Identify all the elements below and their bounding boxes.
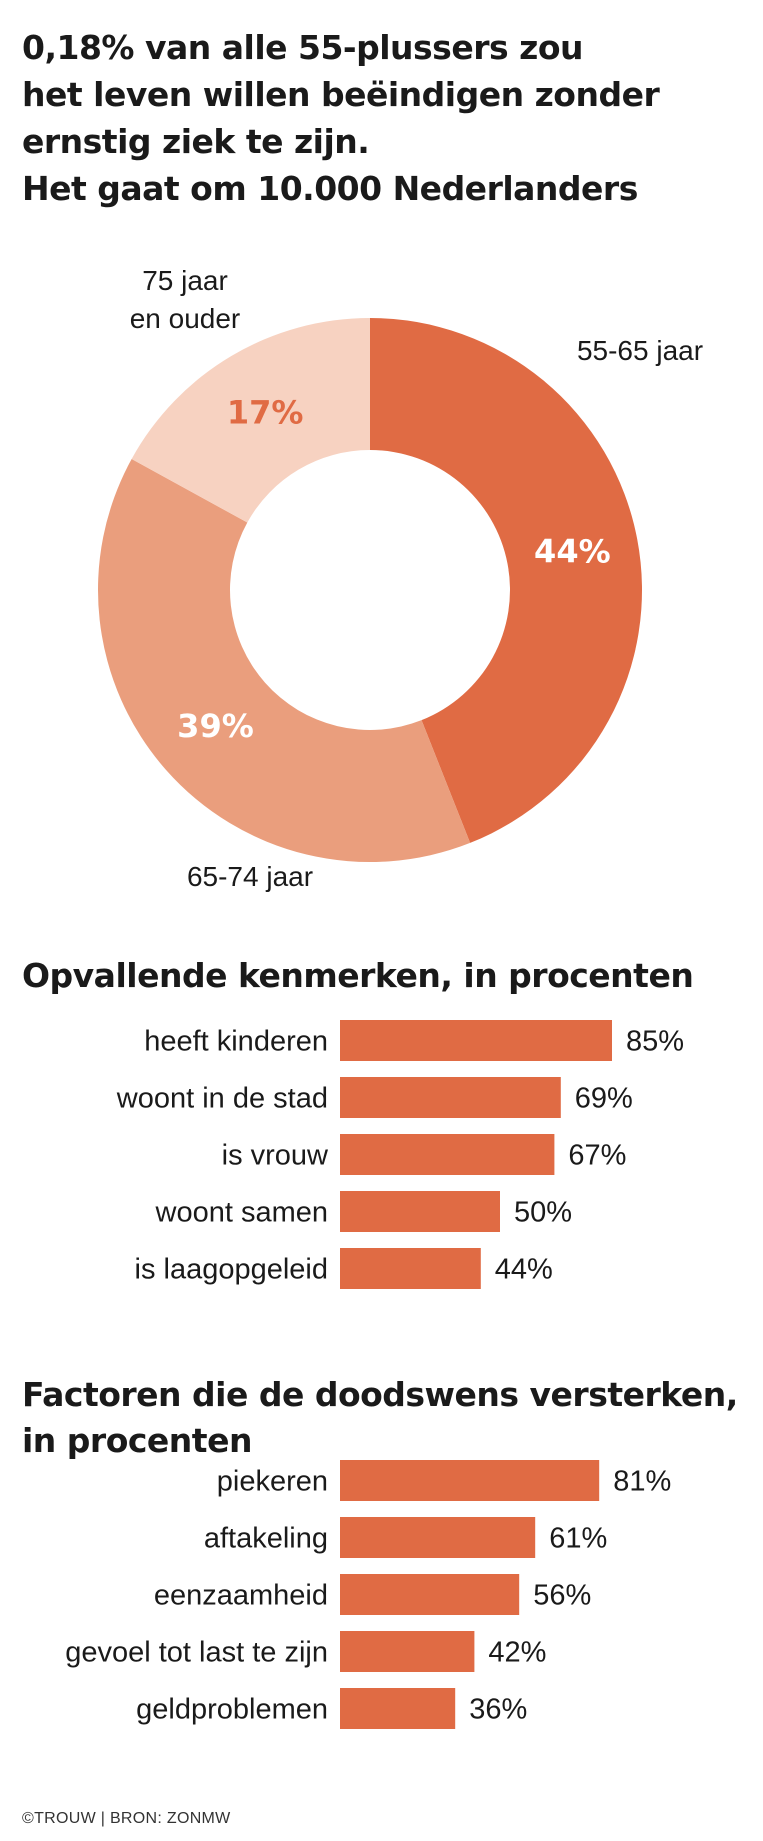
chart-title-line: Factoren die de doodswens versterken, <box>22 1375 738 1414</box>
bar-value-label: 85% <box>626 1026 684 1058</box>
donut-slice <box>131 318 370 523</box>
donut-value-label: 39% <box>177 707 254 745</box>
donut-slice <box>370 318 643 843</box>
bar-value-label: 69% <box>575 1083 633 1115</box>
bar-category-label: woont in de stad <box>116 1083 328 1115</box>
donut-value-label: 44% <box>534 532 611 570</box>
bar-value-label: 81% <box>613 1466 671 1498</box>
title-line: het leven willen beëindigen zonder <box>22 75 660 114</box>
chart-title-line: Opvallende kenmerken, in procenten <box>22 956 694 995</box>
bar <box>340 1020 612 1061</box>
bar-value-label: 61% <box>549 1523 607 1555</box>
factors-chart-title: Factoren die de doodswens versterken, in… <box>22 1372 738 1464</box>
bar-category-label: woont samen <box>155 1197 329 1229</box>
bar <box>340 1631 475 1672</box>
bar <box>340 1134 555 1175</box>
bar-value-label: 36% <box>469 1694 527 1726</box>
bar-category-label: gevoel tot last te zijn <box>65 1637 328 1669</box>
bar-value-label: 42% <box>488 1637 546 1669</box>
source-credit: ©TROUW | BRON: ZONMW <box>22 1810 231 1827</box>
characteristics-bar-chart: heeft kinderen 85% woont in de stad 69% is v… <box>116 1020 684 1289</box>
bar-category-label: heeft kinderen <box>144 1026 328 1058</box>
bar-value-label: 50% <box>514 1197 572 1229</box>
bar-value-label: 44% <box>495 1254 553 1286</box>
bar-category-label: piekeren <box>217 1466 328 1498</box>
title-line: Het gaat om 10.000 Nederlanders <box>22 169 638 208</box>
age-donut-chart: 44% 55-65 jaar 39% 65-74 jaar 17% 75 jaar en o… <box>97 265 703 892</box>
bar <box>340 1191 500 1232</box>
bar-value-label: 67% <box>568 1140 626 1172</box>
bar <box>340 1688 456 1729</box>
donut-value-label: 17% <box>227 394 304 432</box>
bar <box>340 1460 600 1501</box>
bar-category-label: eenzaamheid <box>154 1580 328 1612</box>
page-title: 0,18% van alle 55-plussers zou het leven… <box>22 24 742 212</box>
donut-category-label: 75 jaar en ouder <box>130 265 241 334</box>
characteristics-chart-title: Opvallende kenmerken, in procenten <box>22 953 694 999</box>
donut-category-label: 55-65 jaar <box>577 335 703 366</box>
bar <box>340 1248 481 1289</box>
donut-slice <box>97 458 471 863</box>
chart-title-line: in procenten <box>22 1421 252 1460</box>
bar-category-label: geldproblemen <box>136 1694 328 1726</box>
factors-bar-chart: piekeren 81% aftakeling 61% eenzaamheid 56% ge… <box>65 1460 671 1729</box>
bar-category-label: is vrouw <box>222 1140 329 1172</box>
title-line: ernstig ziek te zijn. <box>22 122 370 161</box>
bar <box>340 1574 520 1615</box>
bar-category-label: aftakeling <box>204 1523 328 1555</box>
bar-value-label: 56% <box>533 1580 591 1612</box>
title-line: 0,18% van alle 55-plussers zou <box>22 28 584 67</box>
bar-category-label: is laagopgeleid <box>135 1254 328 1286</box>
bar <box>340 1517 536 1558</box>
bar <box>340 1077 561 1118</box>
donut-category-label: 65-74 jaar <box>187 861 313 892</box>
